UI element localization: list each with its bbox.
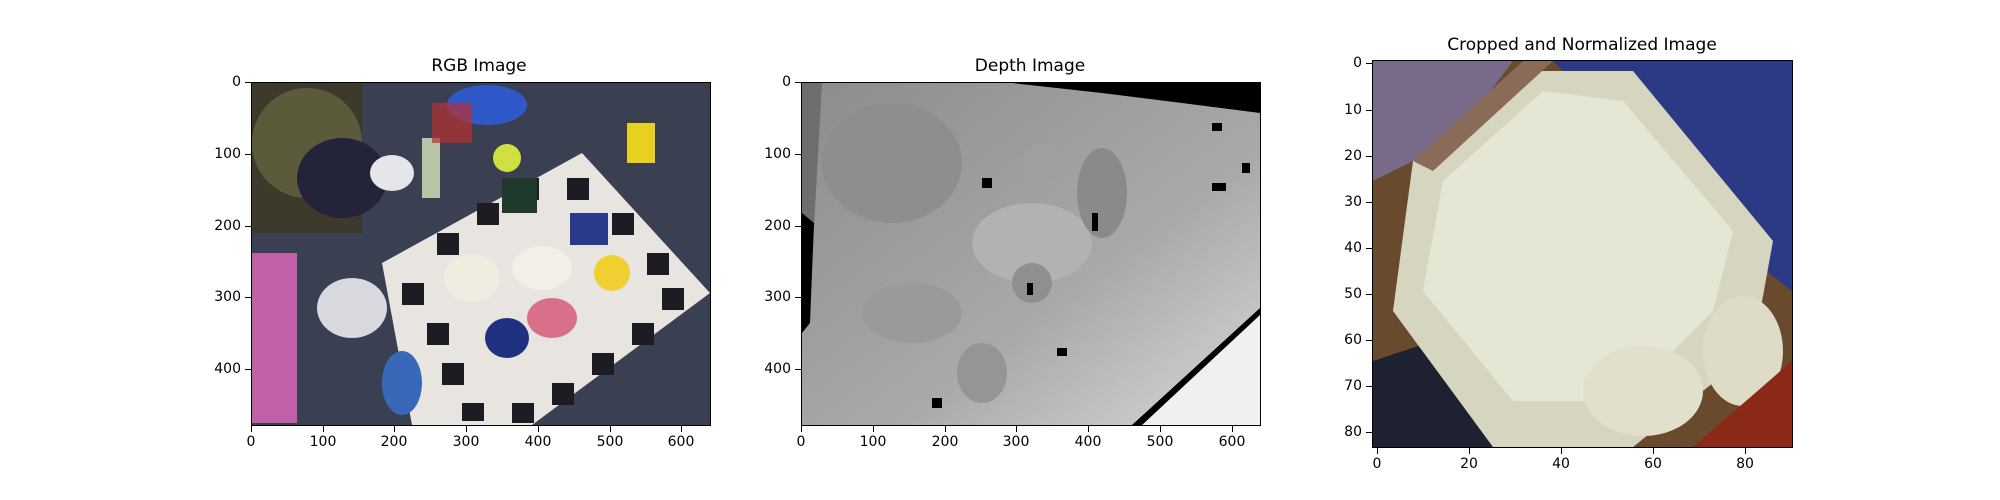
depth-image-axes bbox=[801, 82, 1261, 426]
cropped-ytick: 20 bbox=[1344, 148, 1362, 164]
depth-xtick: 200 bbox=[931, 434, 959, 450]
cropped-xtick: 0 bbox=[1372, 456, 1382, 472]
rgb-ytick: 0 bbox=[232, 74, 241, 90]
cropped-image bbox=[1373, 61, 1792, 447]
cropped-ytick: 40 bbox=[1344, 240, 1362, 256]
cropped-xtick: 20 bbox=[1460, 456, 1478, 472]
rgb-title: RGB Image bbox=[431, 56, 527, 76]
rgb-xtick: 500 bbox=[596, 434, 624, 450]
depth-title: Depth Image bbox=[974, 56, 1086, 76]
rgb-ytick: 100 bbox=[214, 146, 241, 162]
depth-ytick: 0 bbox=[782, 74, 791, 90]
depth-xtick: 300 bbox=[1002, 434, 1030, 450]
depth-ytick: 100 bbox=[764, 146, 791, 162]
depth-xtick: 100 bbox=[859, 434, 887, 450]
rgb-ytick: 400 bbox=[214, 361, 241, 377]
depth-xtick: 500 bbox=[1146, 434, 1174, 450]
depth-xtick: 0 bbox=[796, 434, 806, 450]
cropped-ytick: 60 bbox=[1344, 332, 1362, 348]
rgb-xtick: 0 bbox=[246, 434, 256, 450]
depth-ytick: 400 bbox=[764, 361, 791, 377]
cropped-ytick: 0 bbox=[1353, 55, 1362, 71]
cropped-ytick: 10 bbox=[1344, 102, 1362, 118]
cropped-ytick: 80 bbox=[1344, 424, 1362, 440]
cropped-xtick: 80 bbox=[1736, 456, 1754, 472]
rgb-ytick: 200 bbox=[214, 218, 241, 234]
cropped-ytick: 30 bbox=[1344, 194, 1362, 210]
depth-image bbox=[802, 83, 1260, 425]
cropped-ytick: 50 bbox=[1344, 286, 1362, 302]
rgb-xtick: 600 bbox=[667, 434, 695, 450]
depth-ytick: 200 bbox=[764, 218, 791, 234]
rgb-xtick: 400 bbox=[524, 434, 552, 450]
depth-ytick: 300 bbox=[764, 289, 791, 305]
rgb-xtick: 300 bbox=[452, 434, 480, 450]
rgb-image-axes bbox=[251, 82, 711, 426]
rgb-xtick: 200 bbox=[380, 434, 408, 450]
depth-xtick: 400 bbox=[1074, 434, 1102, 450]
cropped-image-axes bbox=[1372, 60, 1793, 448]
rgb-ytick: 300 bbox=[214, 289, 241, 305]
cropped-title: Cropped and Normalized Image bbox=[1447, 35, 1717, 55]
cropped-ytick: 70 bbox=[1344, 378, 1362, 394]
depth-xtick: 600 bbox=[1218, 434, 1246, 450]
cropped-xtick: 60 bbox=[1644, 456, 1662, 472]
rgb-image bbox=[252, 83, 710, 425]
cropped-xtick: 40 bbox=[1552, 456, 1570, 472]
rgb-xtick: 100 bbox=[309, 434, 337, 450]
